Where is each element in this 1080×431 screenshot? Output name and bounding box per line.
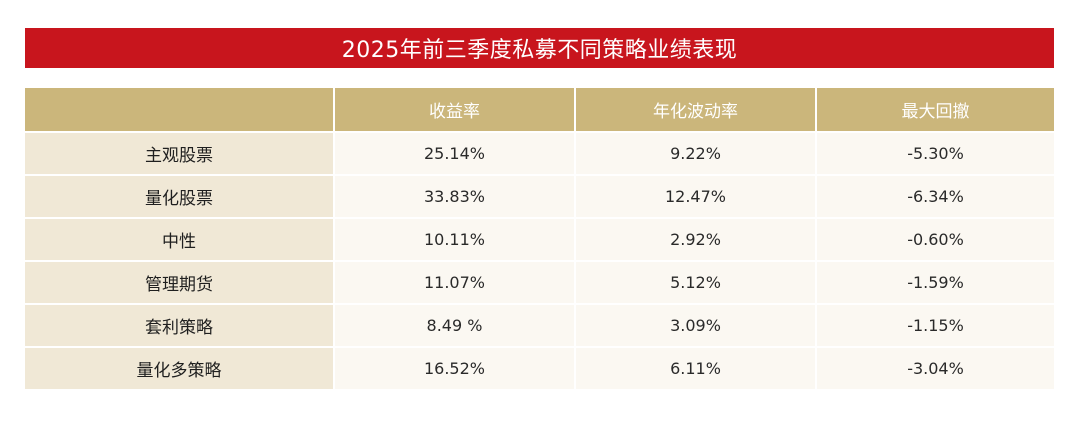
drawdown-cell: -0.60% [817,219,1054,260]
return-cell: 33.83% [335,176,574,217]
row-label: 量化股票 [25,176,333,217]
row-label: 主观股票 [25,133,333,174]
table-title: 2025年前三季度私募不同策略业绩表现 [25,28,1054,68]
row-label: 管理期货 [25,262,333,303]
return-cell: 11.07% [335,262,574,303]
return-cell: 16.52% [335,348,574,389]
row-label: 量化多策略 [25,348,333,389]
header-volatility: 年化波动率 [576,88,815,131]
volatility-cell: 9.22% [576,133,815,174]
volatility-cell: 12.47% [576,176,815,217]
performance-table: 收益率 年化波动率 最大回撤 主观股票 25.14% 9.22% -5.30% … [25,88,1054,389]
return-cell: 8.49 % [335,305,574,346]
drawdown-cell: -5.30% [817,133,1054,174]
volatility-cell: 3.09% [576,305,815,346]
header-drawdown: 最大回撤 [817,88,1054,131]
row-label: 套利策略 [25,305,333,346]
row-label: 中性 [25,219,333,260]
volatility-cell: 2.92% [576,219,815,260]
header-return: 收益率 [335,88,574,131]
return-cell: 10.11% [335,219,574,260]
return-cell: 25.14% [335,133,574,174]
volatility-cell: 6.11% [576,348,815,389]
volatility-cell: 5.12% [576,262,815,303]
drawdown-cell: -1.15% [817,305,1054,346]
drawdown-cell: -6.34% [817,176,1054,217]
header-empty-cell [25,88,333,131]
drawdown-cell: -1.59% [817,262,1054,303]
drawdown-cell: -3.04% [817,348,1054,389]
